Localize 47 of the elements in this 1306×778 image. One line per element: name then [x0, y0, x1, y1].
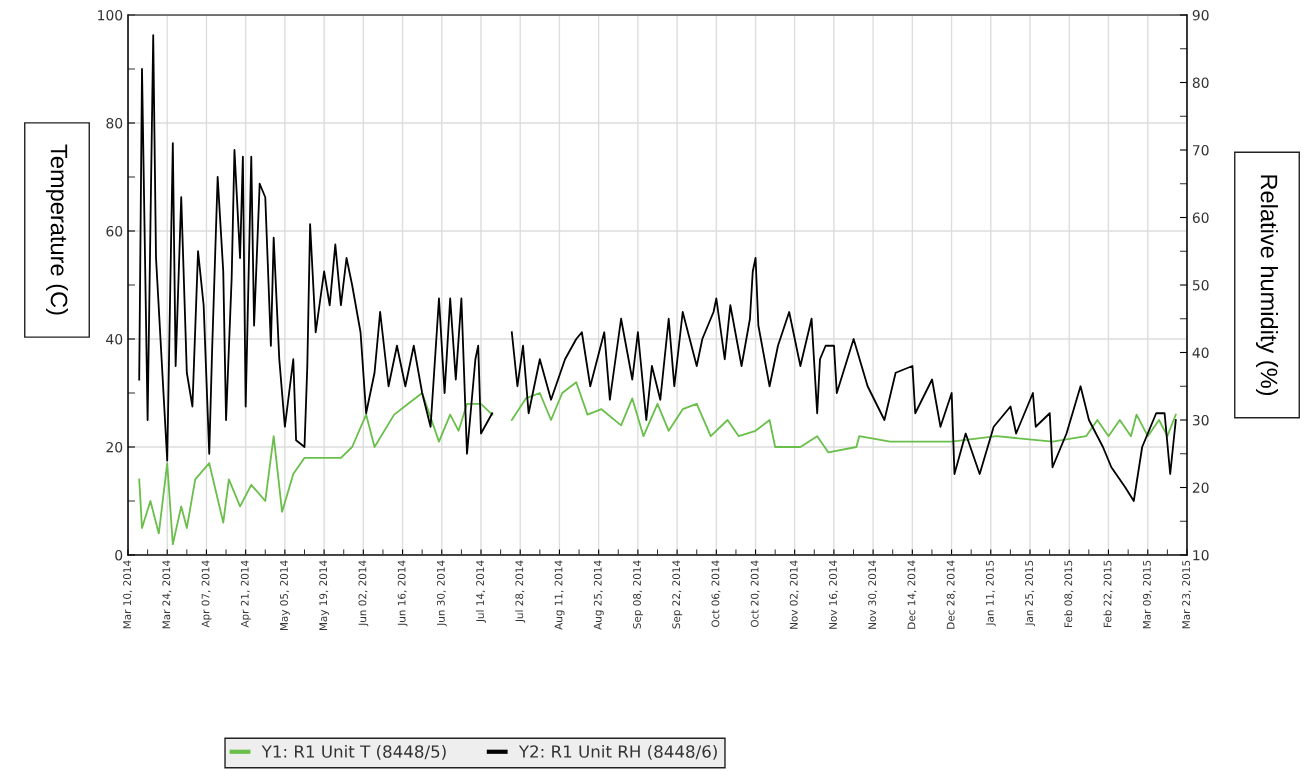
y2-tick-label: 30: [1192, 414, 1209, 426]
x-tick-label: Apr 07, 2014: [201, 560, 212, 628]
x-tick-label: Jun 30, 2014: [436, 560, 447, 627]
x-tick-label: May 05, 2014: [280, 560, 290, 631]
x-tick-label: Mar 24, 2014: [162, 560, 172, 629]
x-tick-label: Oct 20, 2014: [750, 560, 760, 627]
x-tick-label: Nov 30, 2014: [868, 560, 878, 629]
x-tick-label: Feb 08, 2015: [1064, 560, 1074, 627]
x-tick-label: Mar 09, 2015: [1142, 560, 1152, 629]
x-tick-label: Jul 14, 2014: [475, 560, 486, 623]
y2-tick-label: 20: [1192, 482, 1209, 493]
x-tick-label: Dec 28, 2014: [946, 560, 956, 629]
y2-tick-label: 60: [1192, 212, 1209, 223]
y-tick-label: 100: [98, 9, 123, 21]
x-tick-label: Aug 25, 2014: [593, 560, 604, 630]
y2-tick-label: 70: [1193, 144, 1209, 156]
y-tick-label: 40: [106, 333, 123, 345]
x-tick-label: Dec 14, 2014: [907, 560, 917, 629]
y-tick-label: 60: [106, 225, 123, 237]
legend-label: Y1: R1 Unit T (8448/5): [261, 744, 446, 760]
x-tick-label: Feb 22, 2015: [1103, 560, 1113, 627]
x-tick-label: Mar 10, 2014: [123, 560, 133, 629]
y-tick-label: 80: [106, 117, 123, 129]
x-tick-label: Oct 06, 2014: [711, 560, 721, 627]
x-tick-label: Jan 25, 2015: [1025, 560, 1035, 627]
x-tick-label: Jan 11, 2015: [985, 560, 996, 627]
x-tick-label: May 19, 2014: [319, 560, 330, 631]
y2-tick-label: 50: [1192, 279, 1209, 291]
y-tick-label: 0: [115, 549, 123, 561]
y2-axis-title: Relative humidity (%): [1255, 175, 1279, 396]
x-tick-label: Nov 02, 2014: [789, 560, 799, 629]
y2-tick-label: 90: [1192, 9, 1209, 21]
x-tick-label: Aug 11, 2014: [554, 560, 565, 630]
y-tick-label: 20: [106, 441, 123, 453]
y2-tick-label: 80: [1192, 77, 1209, 88]
y-axis-title: Temperature (C): [46, 144, 68, 315]
legend-label: Y2: R1 Unit RH (8448/6): [518, 744, 717, 760]
x-tick-label: Mar 23, 2015: [1182, 560, 1192, 629]
x-tick-label: Sep 08, 2014: [633, 560, 643, 629]
y2-tick-label: 40: [1192, 347, 1209, 358]
y2-tick-label: 10: [1193, 549, 1209, 561]
x-tick-label: Nov 16, 2014: [829, 560, 838, 629]
x-tick-label: Sep 22, 2014: [672, 560, 683, 629]
x-tick-label: Apr 21, 2014: [240, 560, 251, 628]
x-tick-label: Jun 16, 2014: [397, 560, 408, 627]
x-tick-label: Jun 02, 2014: [358, 560, 369, 627]
x-tick-label: Jul 28, 2014: [515, 560, 526, 623]
